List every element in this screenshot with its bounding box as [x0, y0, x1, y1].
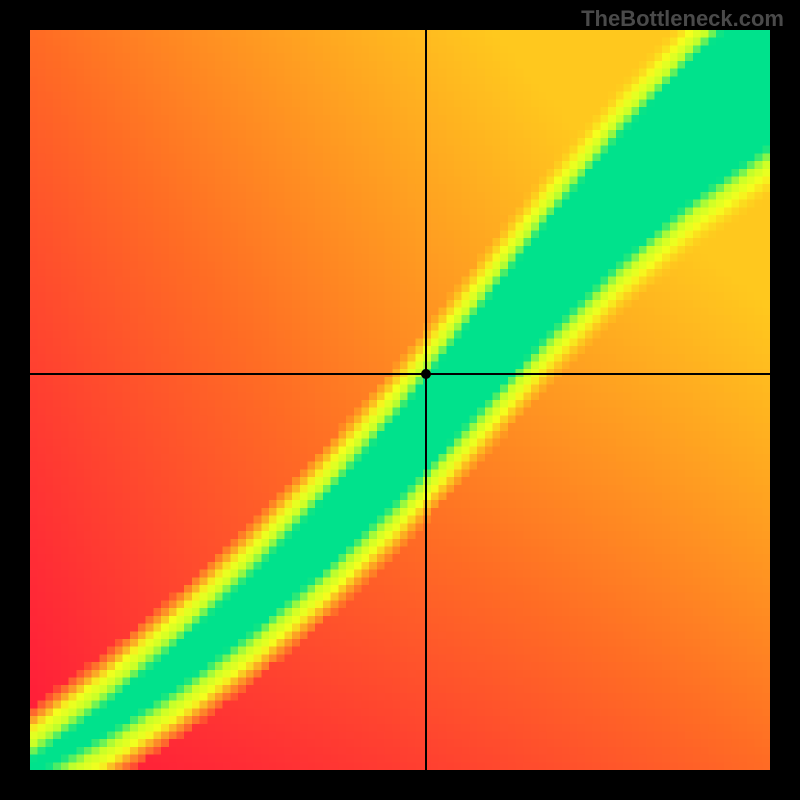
- crosshair-vertical: [425, 30, 427, 770]
- crosshair-marker: [421, 369, 431, 379]
- heatmap-canvas: [30, 30, 770, 770]
- heatmap-chart: [30, 30, 770, 770]
- crosshair-horizontal: [30, 373, 770, 375]
- watermark-text: TheBottleneck.com: [581, 6, 784, 32]
